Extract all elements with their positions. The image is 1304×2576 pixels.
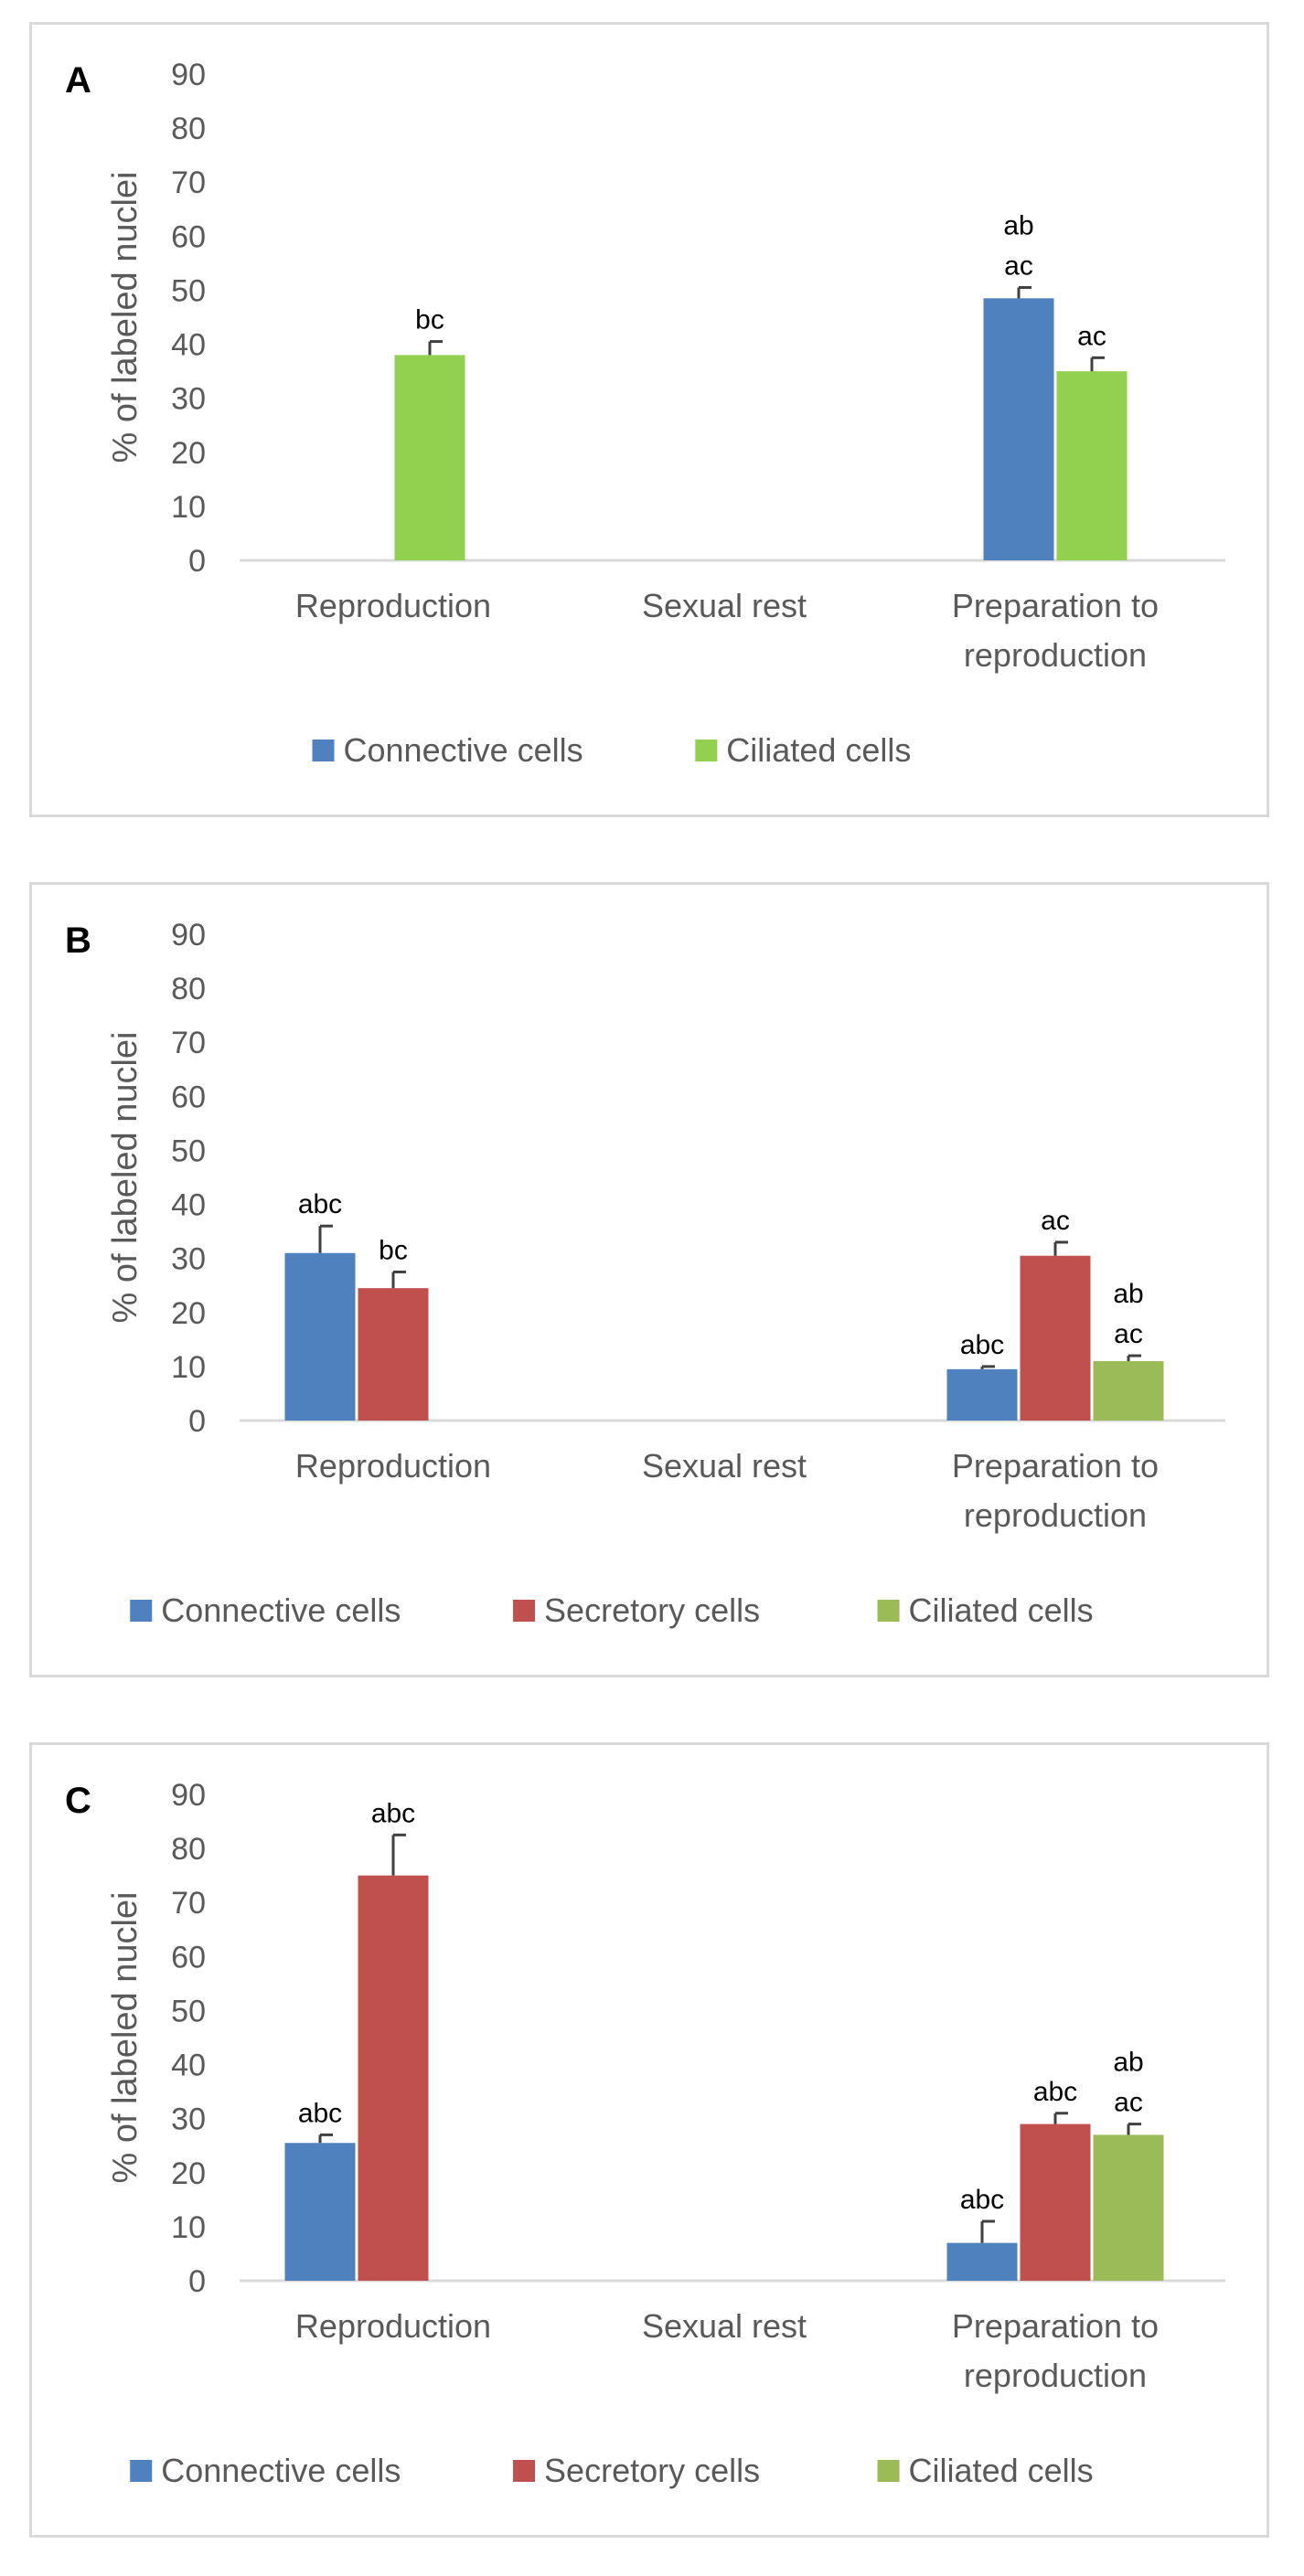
x-category-label: Sexual rest <box>642 1447 807 1485</box>
y-tick-label: 70 <box>171 1886 206 1921</box>
legend-label-connective-cells: Connective cells <box>344 731 583 769</box>
legend-label-connective-cells: Connective cells <box>161 2452 401 2489</box>
significance-label: bc <box>379 1235 408 1265</box>
y-tick-label: 60 <box>171 1080 206 1114</box>
legend-swatch-secretory-cells <box>513 2460 536 2482</box>
x-category-label: Sexual rest <box>642 2307 807 2345</box>
bar-secretory-cells <box>358 1875 429 2281</box>
y-tick-label: 60 <box>171 219 206 254</box>
y-axis-label: % of labeled nuclei <box>106 172 144 463</box>
y-tick-label: 40 <box>171 1188 206 1223</box>
y-tick-label: 90 <box>171 918 206 953</box>
x-category-label: Preparation to <box>952 1447 1159 1485</box>
y-tick-label: 30 <box>171 382 206 417</box>
significance-label: ab <box>1003 210 1033 240</box>
panel-label: A <box>65 60 91 101</box>
x-category-label: reproduction <box>964 2357 1147 2394</box>
bar-connective-cells <box>284 2143 356 2281</box>
y-tick-label: 80 <box>171 1832 206 1867</box>
significance-label: abc <box>298 2098 342 2128</box>
y-tick-label: 0 <box>188 544 206 579</box>
y-tick-label: 60 <box>171 1940 206 1975</box>
x-category-label: Reproduction <box>295 587 491 624</box>
significance-label: abc <box>371 1798 415 1828</box>
y-tick-label: 20 <box>171 436 206 471</box>
y-tick-label: 70 <box>171 165 206 200</box>
chart-c-svg: C 0 10 20 30 40 50 60 70 80 90 % of labeled nuclei R… <box>65 1778 1225 2489</box>
significance-label: abc <box>298 1189 342 1219</box>
legend-swatch-connective-cells <box>312 740 335 761</box>
y-tick-label: 0 <box>188 2264 206 2299</box>
y-tick-label: 40 <box>171 328 206 363</box>
legend-label-secretory-cells: Secretory cells <box>544 2452 760 2489</box>
significance-label: ac <box>1114 2088 1143 2118</box>
x-category-label: Preparation to <box>952 587 1159 624</box>
y-tick-label: 10 <box>171 1350 206 1385</box>
bar-connective-cells <box>946 1368 1018 1421</box>
significance-label: abc <box>960 2185 1004 2215</box>
significance-label: bc <box>415 305 444 335</box>
legend-label-ciliated-cells: Ciliated cells <box>909 1591 1094 1629</box>
bar-secretory-cells <box>1020 2124 1091 2281</box>
chart-a-svg: A 0 10 20 30 40 50 60 70 80 90 % of labeled nuclei R… <box>65 58 1225 769</box>
legend-swatch-connective-cells <box>130 2460 153 2482</box>
bar-connective-cells <box>946 2242 1018 2281</box>
bar-secretory-cells <box>1020 1255 1091 1421</box>
y-tick-label: 40 <box>171 2049 206 2083</box>
bar-ciliated-cells <box>1093 1360 1164 1421</box>
y-tick-label: 90 <box>171 1778 206 1813</box>
significance-label: ac <box>1004 250 1033 281</box>
panel-label: C <box>65 1781 91 1821</box>
significance-label: abc <box>960 1330 1004 1360</box>
bar-secretory-cells <box>358 1288 429 1421</box>
y-tick-label: 50 <box>171 1134 206 1168</box>
chart-panel-a: A 0 10 20 30 40 50 60 70 80 90 % of labeled nuclei R… <box>29 22 1269 817</box>
y-tick-label: 90 <box>171 58 206 92</box>
y-tick-label: 50 <box>171 273 206 308</box>
y-tick-label: 10 <box>171 2210 206 2245</box>
y-tick-label: 20 <box>171 2156 206 2191</box>
significance-label: ac <box>1077 321 1106 351</box>
significance-label: ab <box>1113 2048 1143 2078</box>
y-axis-label: % of labeled nuclei <box>106 1892 144 2184</box>
y-tick-label: 80 <box>171 972 206 1006</box>
significance-label: ac <box>1114 1319 1143 1349</box>
bar-ciliated-cells <box>394 355 465 560</box>
y-tick-label: 10 <box>171 490 206 525</box>
bar-ciliated-cells <box>1093 2134 1164 2281</box>
legend-swatch-ciliated-cells <box>695 740 718 761</box>
chart-panel-c: C 0 10 20 30 40 50 60 70 80 90 % of labeled nuclei R… <box>29 1742 1269 2538</box>
bar-connective-cells <box>284 1252 356 1421</box>
x-category-label: reproduction <box>964 1496 1147 1534</box>
legend-swatch-secretory-cells <box>513 1600 536 1622</box>
y-tick-label: 20 <box>171 1296 206 1331</box>
y-tick-label: 0 <box>188 1404 206 1439</box>
panel-label: B <box>65 921 91 961</box>
legend-swatch-ciliated-cells <box>877 2460 900 2482</box>
chart-b-svg: B 0 10 20 30 40 50 60 70 80 90 % of labeled nuclei R… <box>65 918 1225 1629</box>
y-tick-label: 30 <box>171 1242 206 1277</box>
y-tick-label: 80 <box>171 112 206 146</box>
x-category-label: Sexual rest <box>642 587 807 624</box>
legend-swatch-ciliated-cells <box>877 1600 900 1622</box>
y-axis-label: % of labeled nuclei <box>106 1032 144 1324</box>
bar-connective-cells <box>983 298 1054 560</box>
x-category-label: Preparation to <box>952 2307 1159 2345</box>
legend-label-ciliated-cells: Ciliated cells <box>909 2452 1094 2489</box>
chart-panel-b: B 0 10 20 30 40 50 60 70 80 90 % of labeled nuclei R… <box>29 882 1269 1677</box>
legend-label-secretory-cells: Secretory cells <box>544 1591 760 1629</box>
y-tick-label: 30 <box>171 2102 206 2137</box>
legend-swatch-connective-cells <box>130 1600 153 1622</box>
significance-label: ab <box>1113 1279 1143 1309</box>
significance-label: abc <box>1033 2077 1077 2107</box>
y-tick-label: 70 <box>171 1026 206 1060</box>
legend-label-connective-cells: Connective cells <box>161 1591 401 1629</box>
x-category-label: reproduction <box>964 636 1147 674</box>
x-category-label: Reproduction <box>295 1447 491 1485</box>
x-category-label: Reproduction <box>295 2307 491 2345</box>
bar-ciliated-cells <box>1056 371 1128 560</box>
legend-label-ciliated-cells: Ciliated cells <box>726 731 911 769</box>
significance-label: ac <box>1041 1206 1070 1236</box>
y-tick-label: 50 <box>171 1994 206 2028</box>
